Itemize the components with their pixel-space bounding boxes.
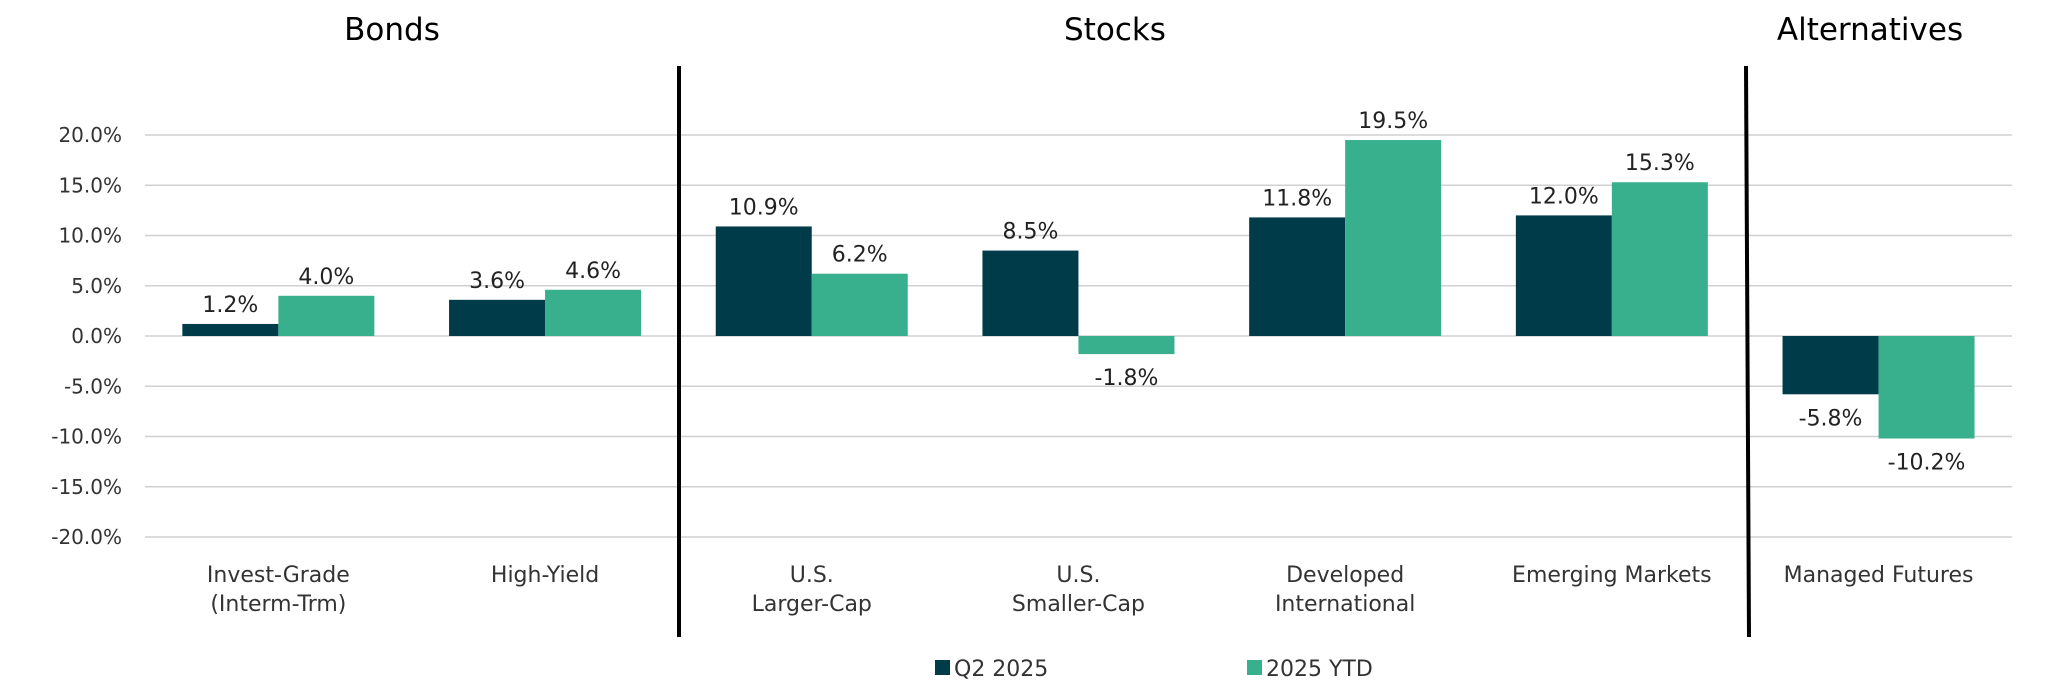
y-tick-label: 5.0%	[71, 274, 122, 298]
bar-ytd	[1611, 182, 1708, 336]
bar-q2	[982, 250, 1079, 336]
data-label: 3.6%	[469, 269, 525, 294]
data-label: -10.2%	[1888, 451, 1966, 476]
y-tick-label: -5.0%	[64, 374, 122, 398]
category-label: Larger-Cap	[752, 592, 872, 617]
y-tick-label: 15.0%	[58, 173, 122, 197]
data-label: 15.3%	[1625, 151, 1695, 176]
y-tick-label: 0.0%	[71, 324, 122, 348]
data-label: -1.8%	[1095, 366, 1159, 391]
group-title: Bonds	[344, 12, 440, 48]
data-label: -5.8%	[1799, 406, 1863, 431]
category-label: U.S.	[790, 563, 834, 588]
bar-ytd	[1345, 140, 1442, 336]
data-label: 6.2%	[832, 243, 888, 268]
data-label: 8.5%	[1002, 220, 1058, 245]
category-labels: Invest-Grade (Interm-Trm) High-Yield U.S. La…	[207, 563, 1974, 617]
bar-ytd	[1878, 336, 1975, 439]
data-label: 4.0%	[298, 265, 354, 290]
data-label: 4.6%	[565, 259, 621, 284]
y-axis-tick-labels: 20.0% 15.0% 10.0% 5.0% 0.0% -5.0% -10.0% -15.0%…	[51, 123, 122, 549]
y-tick-label: -10.0%	[51, 425, 122, 449]
group-separator	[1744, 65, 1751, 638]
legend: Q2 2025 2025 YTD	[935, 657, 1373, 682]
legend-label: Q2 2025	[954, 657, 1048, 682]
group-separators	[677, 65, 1751, 638]
data-label: 12.0%	[1529, 184, 1599, 209]
bar-ytd	[811, 273, 908, 336]
group-title: Alternatives	[1777, 12, 1963, 48]
legend-swatch	[1247, 660, 1262, 675]
data-labels: 1.2% 3.6% 10.9% 8.5% 11.8% 12.0% -5.8% 4.0% 4.6%…	[202, 109, 1965, 475]
y-tick-label: 20.0%	[58, 123, 122, 147]
group-title: Stocks	[1064, 12, 1166, 48]
category-label: High-Yield	[491, 563, 599, 588]
y-tick-label: -20.0%	[51, 525, 122, 549]
bar-q2	[449, 299, 546, 336]
bar-ytd	[278, 295, 375, 336]
data-label: 1.2%	[202, 293, 258, 318]
bar-ytd	[1078, 336, 1175, 355]
data-label: 19.5%	[1358, 109, 1428, 134]
bar-ytd	[545, 289, 642, 336]
category-label: Developed	[1286, 563, 1404, 588]
category-label: Smaller-Cap	[1012, 592, 1145, 617]
category-label: Invest-Grade	[207, 563, 350, 588]
data-label: 10.9%	[729, 195, 799, 220]
bar-q2	[1249, 217, 1346, 336]
category-label: U.S.	[1056, 563, 1100, 588]
data-label: 11.8%	[1262, 186, 1332, 211]
bar-q2	[182, 323, 279, 336]
bar-q2	[1515, 215, 1612, 336]
legend-swatch	[935, 660, 950, 675]
category-label: Managed Futures	[1784, 563, 1974, 588]
category-label: International	[1275, 592, 1415, 617]
legend-label: 2025 YTD	[1266, 657, 1373, 682]
y-tick-label: 10.0%	[58, 224, 122, 248]
bar-q2	[715, 226, 812, 336]
bar-q2	[1782, 336, 1879, 395]
bars	[182, 140, 1975, 439]
category-label: (Interm-Trm)	[210, 592, 346, 617]
category-label: Emerging Markets	[1512, 563, 1712, 588]
y-tick-label: -15.0%	[51, 475, 122, 499]
group-titles: Bonds Stocks Alternatives	[344, 12, 1963, 48]
